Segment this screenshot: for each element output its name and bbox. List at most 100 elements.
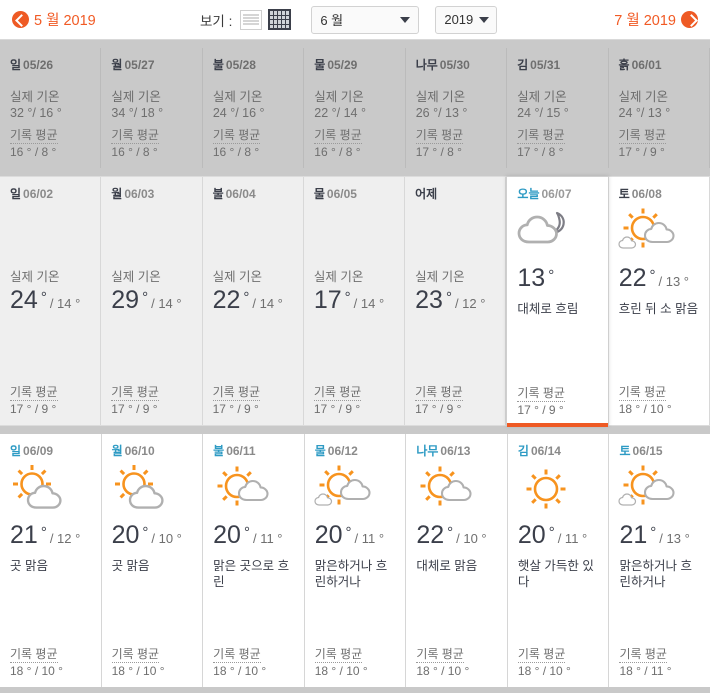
chevron-down-icon bbox=[400, 16, 411, 23]
average-label: 기록 평균 bbox=[111, 128, 159, 144]
average-value: 17 ° / 8 ° bbox=[517, 145, 564, 159]
temp-low: / 11 ° bbox=[252, 531, 283, 546]
day-cell[interactable]: 토 06/15 21 °/ 13 ° 맑은하거나 흐린하거나 기록 평균 18 ° / 11… bbox=[609, 434, 710, 687]
average-label: 기록 평균 bbox=[313, 385, 362, 401]
day-of-week: 일 bbox=[10, 444, 22, 458]
grid-view-icon[interactable] bbox=[268, 9, 292, 30]
day-cell[interactable]: 흙 06/01 실제 기온 24 °/ 13 ° 기록 평균 17 ° / 9 ° bbox=[609, 48, 710, 168]
day-cell[interactable]: 김 06/14 20 °/ 11 ° 햇살 가득한 있다 기록 평균 18 ° / 10 ° bbox=[508, 434, 610, 687]
weather-condition: 흐린 뒤 소 맑음 bbox=[618, 302, 699, 316]
day-cell[interactable]: 월 06/03 실제 기온 29 °/ 14 ° 기록 평균 17 ° / 9 ° bbox=[101, 177, 203, 425]
day-cell[interactable]: 물 06/05 실제 기온 17 °/ 14 ° 기록 평균 17 ° / 9 ° bbox=[304, 177, 406, 425]
average-label: 기록 평균 bbox=[618, 128, 667, 144]
month-select[interactable]: 6 월 bbox=[311, 5, 420, 34]
average-label: 기록 평균 bbox=[517, 128, 565, 144]
day-cell[interactable]: 일 05/26 실제 기온 32 °/ 16 ° 기록 평균 16 ° / 8 ° bbox=[0, 48, 102, 168]
average-value: 17 ° / 9 ° bbox=[212, 402, 259, 416]
day-cell[interactable]: 물 06/12 20 °/ 11 ° 맑은하거나 흐린하거나 기록 평균 18 ° / 10… bbox=[305, 434, 407, 687]
average-value: 18 ° / 10 ° bbox=[111, 664, 165, 678]
average-label: 기록 평균 bbox=[618, 385, 667, 401]
day-cell[interactable]: 나무 05/30 실제 기온 26 °/ 13 ° 기록 평균 17 ° / 8 ° bbox=[406, 48, 508, 168]
day-cell[interactable]: 김 05/31 실제 기온 24 °/ 15 ° 기록 평균 17 ° / 8 ° bbox=[507, 48, 609, 168]
day-of-week: 월 bbox=[111, 187, 123, 201]
degree-symbol: ° bbox=[40, 288, 47, 306]
historical-average: 기록 평균 18 ° / 10 ° bbox=[10, 645, 91, 679]
actual-temp-label: 실제 기온 bbox=[10, 90, 60, 104]
actual-temp-value: 22 °/ 14 ° bbox=[314, 106, 366, 120]
average-value: 17 ° / 9 ° bbox=[111, 402, 158, 416]
historical-average: 기록 평균 17 ° / 8 ° bbox=[415, 126, 496, 160]
actual-temp-value: 24 °/ 13 ° bbox=[618, 106, 671, 120]
average-label: 기록 평균 bbox=[111, 647, 160, 663]
average-value: 18 ° / 11 ° bbox=[619, 664, 672, 678]
temp-high: 13 bbox=[517, 264, 546, 292]
temp-low: / 13 ° bbox=[658, 274, 690, 289]
actual-temp-label: 실제 기온 bbox=[314, 90, 364, 104]
degree-symbol: ° bbox=[243, 288, 250, 306]
temp-low: / 10 ° bbox=[151, 531, 182, 546]
historical-average: 기록 평균 17 ° / 9 ° bbox=[10, 383, 90, 417]
day-header: 월 06/10 bbox=[112, 444, 193, 458]
arrow-left-icon bbox=[12, 11, 29, 28]
temperature: 20 °/ 11 ° bbox=[213, 521, 294, 550]
day-of-week: 흙 bbox=[618, 58, 630, 72]
day-cell-today[interactable]: 오늘 06/07 13 ° 대체로 흐림 기록 평균 17 ° / 9 ° bbox=[506, 176, 609, 427]
day-cell[interactable]: 어제 실제 기온 23 °/ 12 ° 기록 평균 17 ° / 9 ° bbox=[405, 177, 507, 425]
historical-average: 기록 평균 18 ° / 10 ° bbox=[314, 645, 396, 679]
degree-symbol: ° bbox=[243, 524, 250, 541]
day-cell[interactable]: 불 06/04 실제 기온 22 °/ 14 ° 기록 평균 17 ° / 9 ° bbox=[203, 177, 304, 425]
average-value: 16 ° / 8 ° bbox=[314, 145, 361, 159]
average-label: 기록 평균 bbox=[10, 385, 58, 401]
next-month-link[interactable]: 7 월 2019 bbox=[614, 9, 698, 30]
day-of-week: 토 bbox=[618, 187, 630, 201]
day-cell[interactable]: 일 06/02 실제 기온 24 °/ 14 ° 기록 평균 17 ° / 9 ° bbox=[0, 177, 102, 425]
degree-symbol: ° bbox=[445, 288, 452, 306]
day-header: 어제 bbox=[415, 187, 495, 201]
day-cell[interactable]: 월 06/10 20 °/ 10 ° 곳 맑음 기록 평균 18 ° / 10 ° bbox=[102, 434, 204, 687]
day-cell[interactable]: 토 06/08 22 °/ 13 ° 흐린 뒤 소 맑음 기록 평균 18 ° / 10 ° bbox=[608, 177, 710, 425]
average-value: 16 ° / 8 ° bbox=[212, 145, 260, 159]
day-date: 06/09 bbox=[23, 444, 54, 458]
day-of-week: 일 bbox=[10, 58, 22, 72]
day-cell[interactable]: 불 06/11 20 °/ 11 ° 맑은 곳으로 흐린 기록 평균 18 ° / 10 ° bbox=[203, 434, 305, 687]
year-select[interactable]: 2019 bbox=[435, 5, 498, 34]
sun-cloud-behind-icon bbox=[414, 464, 497, 516]
average-value: 18 ° / 10 ° bbox=[10, 664, 63, 678]
calendar-toolbar: 5 월 2019 보기 : 6 월 2019 7 월 bbox=[0, 0, 710, 40]
temp-high: 20 bbox=[314, 521, 343, 549]
day-header: 김 05/31 bbox=[517, 58, 597, 72]
temp-low: / 14 ° bbox=[252, 295, 283, 311]
temperature: 29 °/ 14 ° bbox=[111, 286, 191, 315]
temp-low: / 13 ° bbox=[659, 531, 690, 546]
temp-low: / 11 ° bbox=[354, 531, 385, 546]
day-of-week: 불 bbox=[213, 444, 225, 458]
temp-high: 22 bbox=[212, 285, 241, 314]
day-cell[interactable]: 불 05/28 실제 기온 24 °/ 16 ° 기록 평균 16 ° / 8 ° bbox=[203, 48, 305, 168]
degree-symbol: ° bbox=[142, 288, 149, 306]
average-value: 17 ° / 9 ° bbox=[10, 402, 57, 416]
next-month-label: 7 월 2019 bbox=[614, 13, 676, 29]
average-value: 18 ° / 10 ° bbox=[213, 664, 267, 678]
temp-high: 21 bbox=[10, 521, 38, 549]
actual-temp-value: 26 °/ 13 ° bbox=[415, 106, 468, 120]
day-date: 06/04 bbox=[225, 187, 256, 201]
day-cell[interactable]: 물 05/29 실제 기온 22 °/ 14 ° 기록 평균 16 ° / 8 ° bbox=[304, 48, 406, 168]
list-view-icon[interactable] bbox=[240, 9, 263, 30]
day-cell[interactable]: 나무 06/13 22 °/ 10 ° 대체로 맑음 기록 평균 18 ° / 10 ° bbox=[406, 434, 508, 687]
prev-month-link[interactable]: 5 월 2019 bbox=[12, 9, 96, 30]
average-label: 기록 평균 bbox=[10, 128, 58, 144]
temperature: 20 °/ 11 ° bbox=[315, 521, 396, 550]
average-label: 기록 평균 bbox=[10, 647, 58, 663]
day-header: 오늘 06/07 bbox=[517, 187, 597, 201]
day-header: 불 05/28 bbox=[213, 58, 293, 72]
day-of-week: 나무 bbox=[415, 58, 438, 72]
temp-high: 22 bbox=[416, 521, 445, 549]
day-header: 토 06/15 bbox=[619, 444, 700, 458]
degree-symbol: ° bbox=[447, 524, 454, 541]
day-cell[interactable]: 월 05/27 실제 기온 34 °/ 18 ° 기록 평균 16 ° / 8 ° bbox=[101, 48, 203, 168]
day-of-week: 어제 bbox=[415, 187, 438, 201]
day-cell[interactable]: 일 06/09 21 °/ 12 ° 곳 맑음 기록 평균 18 ° / 10 ° bbox=[0, 434, 102, 687]
temp-low: / 10 ° bbox=[456, 531, 487, 546]
day-header: 나무 06/13 bbox=[416, 444, 497, 458]
temp-low: / 11 ° bbox=[557, 531, 588, 546]
